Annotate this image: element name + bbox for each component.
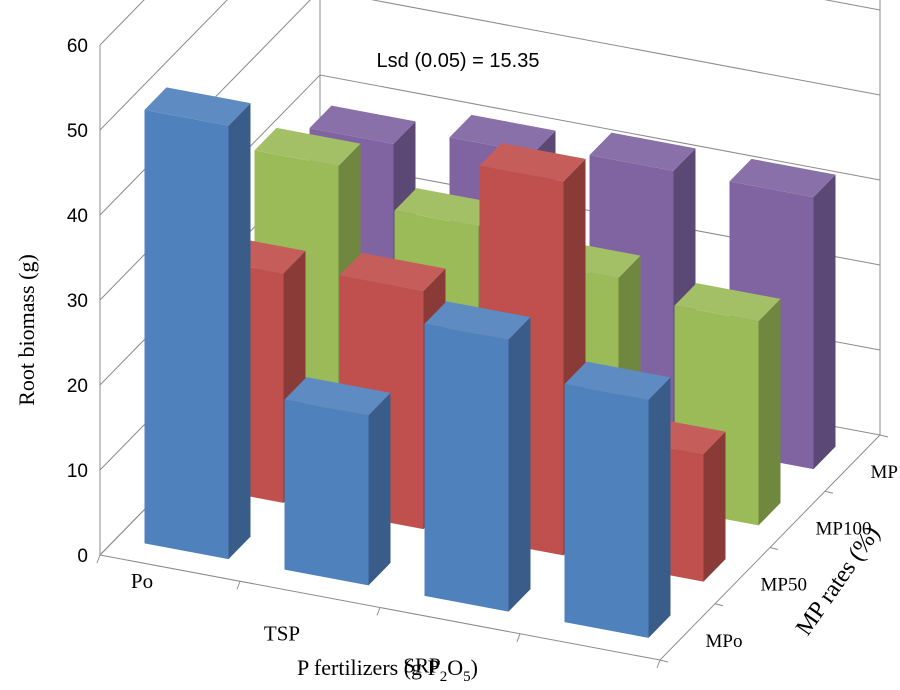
bar-top <box>394 188 501 227</box>
bar-top <box>254 127 361 167</box>
series-label: MP50 <box>761 575 807 596</box>
bar-side <box>228 103 251 560</box>
axis-labels: PoTSPSRPTRPMPoMP50MP100MP150 <box>131 462 900 678</box>
x-tick <box>236 581 241 590</box>
bar-top <box>309 105 416 144</box>
series-label: MP100 <box>816 518 872 539</box>
lsd-annotation: Lsd (0.05) = 15.35 <box>377 50 540 72</box>
bar-top <box>479 143 586 182</box>
y-tick-label: 60 <box>67 36 88 57</box>
bar-top <box>674 283 781 322</box>
bar-side <box>368 392 391 586</box>
bar-front <box>424 323 509 612</box>
y-axis-title: Root biomass (g) <box>14 254 39 406</box>
y-axis-ticks: 0 10 20 30 40 50 60 <box>67 36 88 567</box>
bar-top <box>339 252 446 292</box>
bar-side <box>703 431 726 582</box>
bar-top <box>564 361 671 400</box>
y-tick-label: 0 <box>77 546 88 567</box>
z-tick <box>824 490 834 494</box>
z-tick <box>879 434 889 438</box>
category-label: Po <box>131 569 153 593</box>
bar-MPo-SRP <box>424 301 531 612</box>
bar-top <box>589 132 696 171</box>
bar-side <box>648 377 671 638</box>
bar-MPo-TRP <box>564 361 671 638</box>
x-tick <box>96 554 101 564</box>
x-tick <box>376 607 381 616</box>
x-tick <box>516 633 521 642</box>
bar-top <box>729 158 836 198</box>
series-label: MP150 <box>871 462 900 483</box>
bar-top <box>144 87 251 126</box>
bar-MPo-TSP <box>284 377 391 586</box>
x-axis-title: P fertilizers (g P2O5) <box>297 655 478 685</box>
y-tick-label: 50 <box>67 121 88 142</box>
bar-top <box>449 114 556 154</box>
category-label: TSP <box>264 621 300 645</box>
series-label: MPo <box>706 631 743 652</box>
gridline <box>99 0 881 131</box>
y-tick-label: 30 <box>67 291 88 312</box>
bar-front <box>284 399 369 586</box>
bars <box>144 87 836 638</box>
bar-side <box>508 317 531 612</box>
z-tick <box>659 659 669 663</box>
z-tick <box>769 547 779 550</box>
bar-top <box>424 301 531 340</box>
x-tick <box>656 659 661 669</box>
gridline <box>99 0 145 46</box>
bar-side <box>813 174 836 470</box>
bar-front <box>144 109 229 560</box>
y-tick-label: 10 <box>67 461 88 482</box>
bar-front <box>564 384 649 638</box>
y-tick-label: 20 <box>67 376 88 397</box>
bar-top <box>284 377 391 416</box>
category-label: SRP <box>403 654 440 678</box>
z-tick <box>714 603 724 607</box>
bar-side <box>758 298 781 526</box>
bar-MPo-Po <box>144 87 251 560</box>
y-tick-label: 40 <box>67 206 88 227</box>
